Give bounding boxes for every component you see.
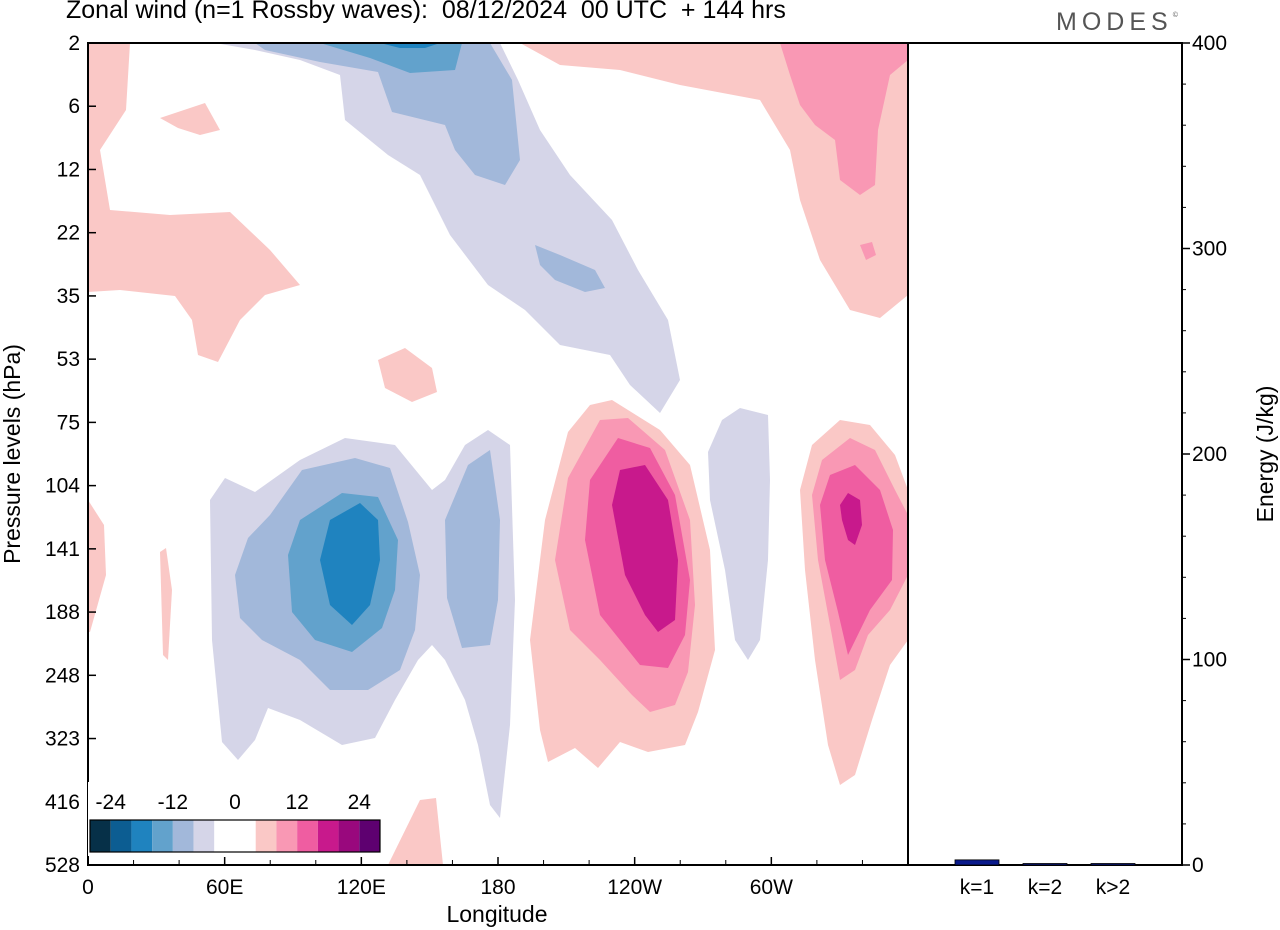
pressure-tick-label: 2 (68, 32, 80, 55)
colorbar-tick-label: -24 (96, 791, 127, 814)
contour-east-upper-deep (380, 43, 440, 48)
contour-west-left-edge (88, 500, 106, 632)
pressure-tick-label: 12 (57, 158, 80, 181)
energy-tick-label: 100 (1192, 649, 1227, 672)
contour-west-right-inner (820, 465, 893, 655)
longitude-tick-label: 120W (607, 876, 662, 899)
pressure-tick-label: 323 (45, 728, 80, 751)
colorbar-swatch (276, 820, 298, 852)
colorbar-swatch (110, 820, 132, 852)
colorbar-swatch (338, 820, 360, 852)
longitude-tick-label: 180 (480, 876, 515, 899)
longitude-tick-label: 60W (750, 876, 793, 899)
contour-west-upper-right-inner (780, 43, 908, 195)
pressure-tick-label: 75 (57, 411, 80, 434)
contour-west-streak (160, 548, 172, 660)
colorbar-swatch (152, 820, 173, 852)
pressure-tick-label: 104 (45, 475, 80, 498)
colorbar-swatch (90, 820, 111, 852)
contour-east-upper-inner (320, 43, 462, 73)
energy-category-label: k=2 (1028, 876, 1062, 899)
energy-bar (954, 859, 1000, 866)
pressure-tick-label: 188 (45, 601, 80, 624)
contour-east-mid-right (708, 408, 770, 660)
longitude-tick-label: 60E (206, 876, 243, 899)
contour-east-lower-lobe (445, 450, 500, 648)
energy-tick-label: 200 (1192, 443, 1227, 466)
energy-axis-title: Energy (J/kg) (1252, 386, 1278, 523)
contour-west-mid-isle (378, 348, 437, 402)
energy-tick-label: 300 (1192, 238, 1227, 261)
colorbar-swatch (131, 820, 153, 852)
pressure-tick-label: 528 (45, 854, 80, 877)
colorbar-tick-label: 0 (229, 791, 241, 814)
colorbar-swatch (172, 820, 194, 852)
energy-category-label: k>2 (1096, 876, 1130, 899)
chart-title: Zonal wind (n=1 Rossby waves): 08/12/202… (66, 0, 786, 24)
energy-bars: k=1 k=2 k>2 (954, 859, 1136, 899)
contour-west-upper-left-isle (160, 103, 220, 135)
colorbar-swatch (235, 820, 256, 852)
energy-bar (1022, 863, 1068, 866)
colorbar-tick-label: 24 (348, 791, 372, 814)
x-axis-title: Longitude (446, 901, 547, 927)
energy-tick-label: 400 (1192, 32, 1227, 55)
pressure-tick-label: 141 (45, 538, 80, 561)
colorbar-swatch (297, 820, 318, 852)
energy-category-label: k=1 (960, 876, 994, 899)
modes-logo: MODES© (1056, 8, 1178, 37)
colorbar: -24 -12 0 12 24 (88, 782, 382, 856)
colorbar-tick-label: 12 (285, 791, 308, 814)
longitude-axis: 0 60E 120E 180 120W 60W (82, 857, 863, 899)
pressure-tick-label: 53 (57, 348, 80, 371)
pressure-tick-label: 35 (57, 285, 80, 308)
contour-west-right-core (840, 493, 862, 545)
colorbar-swatch (214, 820, 235, 852)
energy-axis: 0 100 200 300 400 (1182, 32, 1227, 877)
contour-east-upper-band (215, 43, 680, 413)
longitude-tick-label: 0 (82, 876, 94, 899)
logo-text: MODES (1056, 8, 1173, 36)
energy-tick-label: 0 (1192, 854, 1204, 877)
colorbar-swatch (255, 820, 277, 852)
contour-east-lower-core (320, 503, 380, 625)
pressure-tick-label: 248 (45, 664, 80, 687)
colorbar-swatch (317, 820, 339, 852)
colorbar-frame (89, 819, 381, 853)
contour-field (88, 43, 908, 865)
contour-east-upper-core (255, 43, 520, 185)
colorbar-swatch (359, 820, 380, 852)
energy-frame (907, 42, 1183, 866)
pressure-tick-label: 416 (45, 791, 80, 814)
y-axis-title: Pressure levels (hPa) (0, 344, 25, 564)
colorbar-swatch (193, 820, 215, 852)
contour-west-upper-right-isle (860, 242, 876, 260)
contour-east-upper-isle (535, 245, 605, 292)
contour-west-center-core (612, 465, 678, 632)
pressure-tick-label: 22 (57, 222, 80, 245)
energy-bar (1090, 863, 1136, 866)
copyright-mark: © (1172, 12, 1178, 19)
contour-west-upper-left (88, 43, 300, 362)
colorbar-tick-label: -12 (158, 791, 188, 814)
longitude-tick-label: 120E (337, 876, 386, 899)
pressure-axis: 2 6 12 22 35 53 75 104 141 188 248 323 416 528 (45, 32, 96, 877)
pressure-tick-label: 6 (68, 95, 80, 118)
contour-west-bottom (388, 798, 443, 865)
